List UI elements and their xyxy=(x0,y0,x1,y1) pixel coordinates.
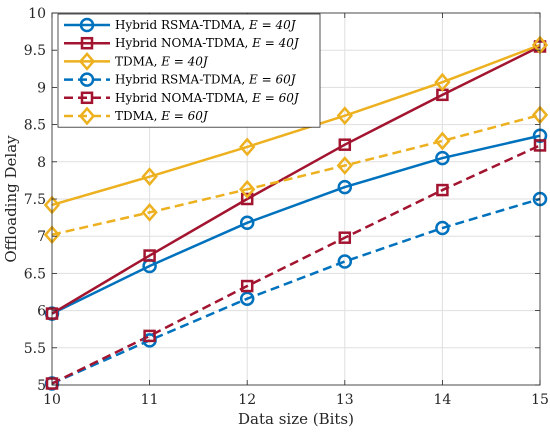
legend-marker-4 xyxy=(79,72,95,87)
data-point-series-2 xyxy=(143,249,156,262)
y-tick-label: 9 xyxy=(37,80,46,96)
legend-label-energy: E = 40J xyxy=(251,36,300,50)
data-point-series-5 xyxy=(240,279,254,293)
data-point-series-2 xyxy=(338,138,352,151)
data-point-series-1 xyxy=(239,215,255,231)
data-point-series-4 xyxy=(239,291,255,306)
data-point-series-5 xyxy=(338,231,352,244)
series-line-2 xyxy=(51,45,541,315)
legend-label-text: Hybrid NOMA-TDMA, xyxy=(115,36,252,50)
data-point-series-3 xyxy=(434,72,451,92)
y-tick-label: 5.5 xyxy=(24,341,46,357)
legend-marker-3 xyxy=(78,51,96,71)
legend-marker-2 xyxy=(80,36,94,50)
legend-label-energy: E = 60J xyxy=(160,109,209,123)
data-point-series-5 xyxy=(436,183,449,197)
legend-label-2: Hybrid NOMA-TDMA, E = 40J xyxy=(115,36,300,50)
data-point-series-6 xyxy=(239,179,256,199)
x-tick-label: 11 xyxy=(141,392,159,408)
data-point-series-3 xyxy=(141,167,158,187)
y-tick-label: 9.5 xyxy=(24,43,46,59)
series-line-4 xyxy=(51,197,541,385)
legend-label-text: Hybrid NOMA-TDMA, xyxy=(115,91,252,105)
series-line-1 xyxy=(51,134,541,315)
data-point-series-4 xyxy=(337,254,353,269)
series-markers xyxy=(43,35,549,391)
y-tick-label: 8.5 xyxy=(24,118,46,134)
legend-box xyxy=(57,13,321,128)
y-tick-label: 6 xyxy=(37,304,46,320)
data-point-series-3 xyxy=(239,137,256,157)
legend-label-3: TDMA, E = 40J xyxy=(115,54,209,68)
x-tick-label: 15 xyxy=(531,392,549,408)
data-point-series-6 xyxy=(434,131,451,151)
x-axis-label: Data size (Bits) xyxy=(238,410,354,428)
y-tick-label: 6.5 xyxy=(24,266,46,282)
legend-label-text: Hybrid RSMA-TDMA, xyxy=(115,73,249,87)
data-point-series-6 xyxy=(141,202,158,222)
legend-label-energy: E = 60J xyxy=(248,73,297,87)
series-lines xyxy=(51,43,541,385)
y-tick-label: 7 xyxy=(37,229,46,245)
y-tick-label: 5 xyxy=(37,378,46,394)
y-tick-label: 10 xyxy=(28,6,46,22)
data-point-series-2 xyxy=(240,192,254,206)
data-point-series-1 xyxy=(435,150,450,166)
legend-marker-5 xyxy=(80,91,94,105)
axis-ticks xyxy=(51,12,541,386)
legend-label-energy: E = 40J xyxy=(248,18,297,32)
legend-label-text: Hybrid RSMA-TDMA, xyxy=(115,18,249,32)
x-tick-label: 13 xyxy=(336,392,354,408)
x-tick-label: 12 xyxy=(238,392,256,408)
data-point-series-6 xyxy=(336,156,353,175)
series-line-5 xyxy=(51,144,541,385)
legend-marker-1 xyxy=(79,17,95,33)
data-point-series-3 xyxy=(336,106,353,126)
x-tick-label: 10 xyxy=(43,392,61,408)
legend-label-4: Hybrid RSMA-TDMA, E = 60J xyxy=(115,73,297,87)
series-line-3 xyxy=(51,43,541,207)
data-point-series-4 xyxy=(435,220,450,236)
y-axis-label: Offloading Delay xyxy=(2,135,20,263)
legend-label-text: TDMA, xyxy=(115,54,161,68)
legend-label-6: TDMA, E = 60J xyxy=(115,109,209,123)
x-axis-tick-labels: 10 11 12 13 14 15 xyxy=(43,392,549,408)
legend-label-1: Hybrid RSMA-TDMA, E = 40J xyxy=(115,18,297,32)
legend-label-energy: E = 60J xyxy=(251,91,300,105)
legend-label-text: TDMA, xyxy=(115,109,161,123)
x-tick-label: 14 xyxy=(433,392,451,408)
y-tick-label: 7.5 xyxy=(24,192,46,208)
data-point-series-5 xyxy=(143,329,156,343)
data-point-series-1 xyxy=(337,179,353,195)
y-tick-label: 8 xyxy=(37,155,46,171)
legend-marker-6 xyxy=(78,106,96,126)
legend-label-energy: E = 40J xyxy=(160,54,209,68)
y-axis-tick-labels: 5 5.5 6 6.5 7 7.5 8 8.5 9 9.5 10 xyxy=(24,6,46,394)
legend-label-5: Hybrid NOMA-TDMA, E = 60J xyxy=(115,91,300,105)
